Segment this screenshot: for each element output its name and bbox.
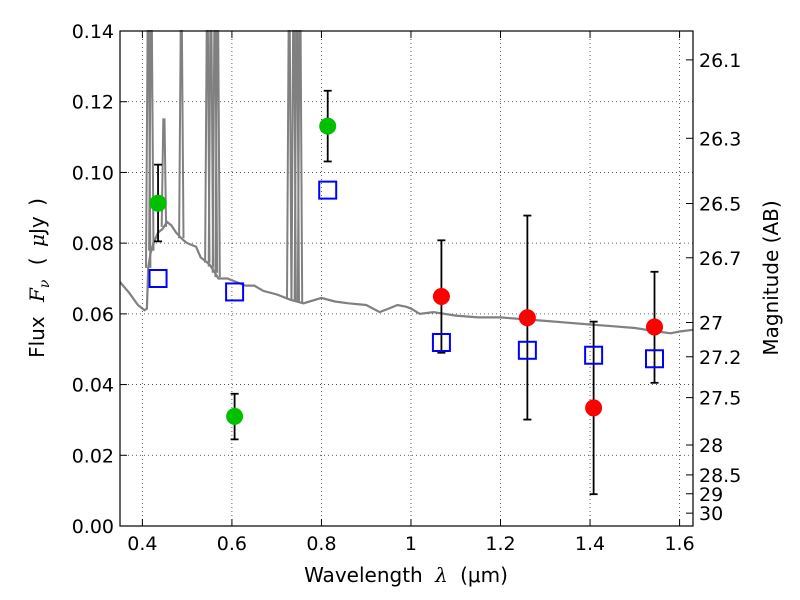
- y2-tick-label: 26.7: [699, 248, 741, 270]
- emission-line: [148, 30, 155, 251]
- x-tick-label: 1: [405, 533, 417, 555]
- data-point-circle: [319, 117, 337, 135]
- y2-tick-label: 26.3: [699, 128, 741, 150]
- y-tick-label: 0.12: [72, 92, 114, 114]
- data-point-square: [645, 349, 665, 369]
- y-tick-label: 0.14: [72, 21, 114, 43]
- y2-tick-label: 26.1: [699, 50, 741, 72]
- data-point-circle: [518, 309, 536, 327]
- y2-tick-label: 29: [699, 484, 723, 506]
- data-point-circle: [226, 407, 244, 425]
- x-tick-label: 0.6: [217, 533, 247, 555]
- data-point-square: [318, 180, 338, 200]
- y-tick-label: 0.00: [72, 516, 114, 538]
- y-tick-label: 0.06: [72, 304, 114, 326]
- emission-line: [160, 118, 168, 227]
- y2-axis-label: Magnitude (AB): [759, 200, 783, 355]
- plot-frame: [119, 30, 694, 527]
- y2-tick-label: 27: [699, 313, 723, 335]
- x-tick-label: 1.2: [485, 533, 515, 555]
- y-axis-label: Flux Fν ( μJy ): [25, 198, 54, 358]
- data-point-circle: [646, 318, 664, 336]
- emission-line: [286, 30, 293, 300]
- x-tick-label: 1.4: [575, 533, 605, 555]
- data-point-circle: [585, 399, 603, 417]
- y2-tick-label: 30: [699, 503, 723, 525]
- data-point-square: [148, 269, 168, 288]
- grid: [120, 31, 693, 526]
- x-tick-label: 0.8: [306, 533, 336, 555]
- data-point-square: [517, 340, 537, 360]
- data-point-square: [584, 345, 604, 365]
- y-tick-label: 0.04: [72, 375, 114, 397]
- y2-tick-label: 28.5: [699, 465, 741, 487]
- x-axis-label: Wavelength λ (μm): [304, 563, 508, 587]
- emission-line: [178, 30, 185, 239]
- data-point-square: [225, 282, 245, 302]
- y2-tick-label: 27.2: [699, 347, 741, 369]
- y-tick-label: 0.02: [72, 445, 114, 467]
- data-point-circle: [149, 194, 167, 212]
- axis-ticks: 0.4 0.6 0.8 1 1.2 1.4 1.6 0.00 0.02 0.04 0.06 0.08 0…: [72, 21, 742, 555]
- y2-tick-label: 28: [699, 435, 723, 457]
- y-tick-label: 0.10: [72, 162, 114, 184]
- model-spectrum: [119, 30, 694, 335]
- data-point-circle: [432, 288, 450, 306]
- y2-tick-label: 26.5: [699, 194, 741, 216]
- y2-tick-label: 27.5: [699, 388, 741, 410]
- data-point-square: [431, 332, 451, 352]
- emission-line: [296, 30, 304, 303]
- x-tick-label: 1.6: [664, 533, 694, 555]
- x-tick-label: 0.4: [127, 533, 157, 555]
- data-points: [148, 89, 665, 496]
- y-tick-label: 0.08: [72, 233, 114, 255]
